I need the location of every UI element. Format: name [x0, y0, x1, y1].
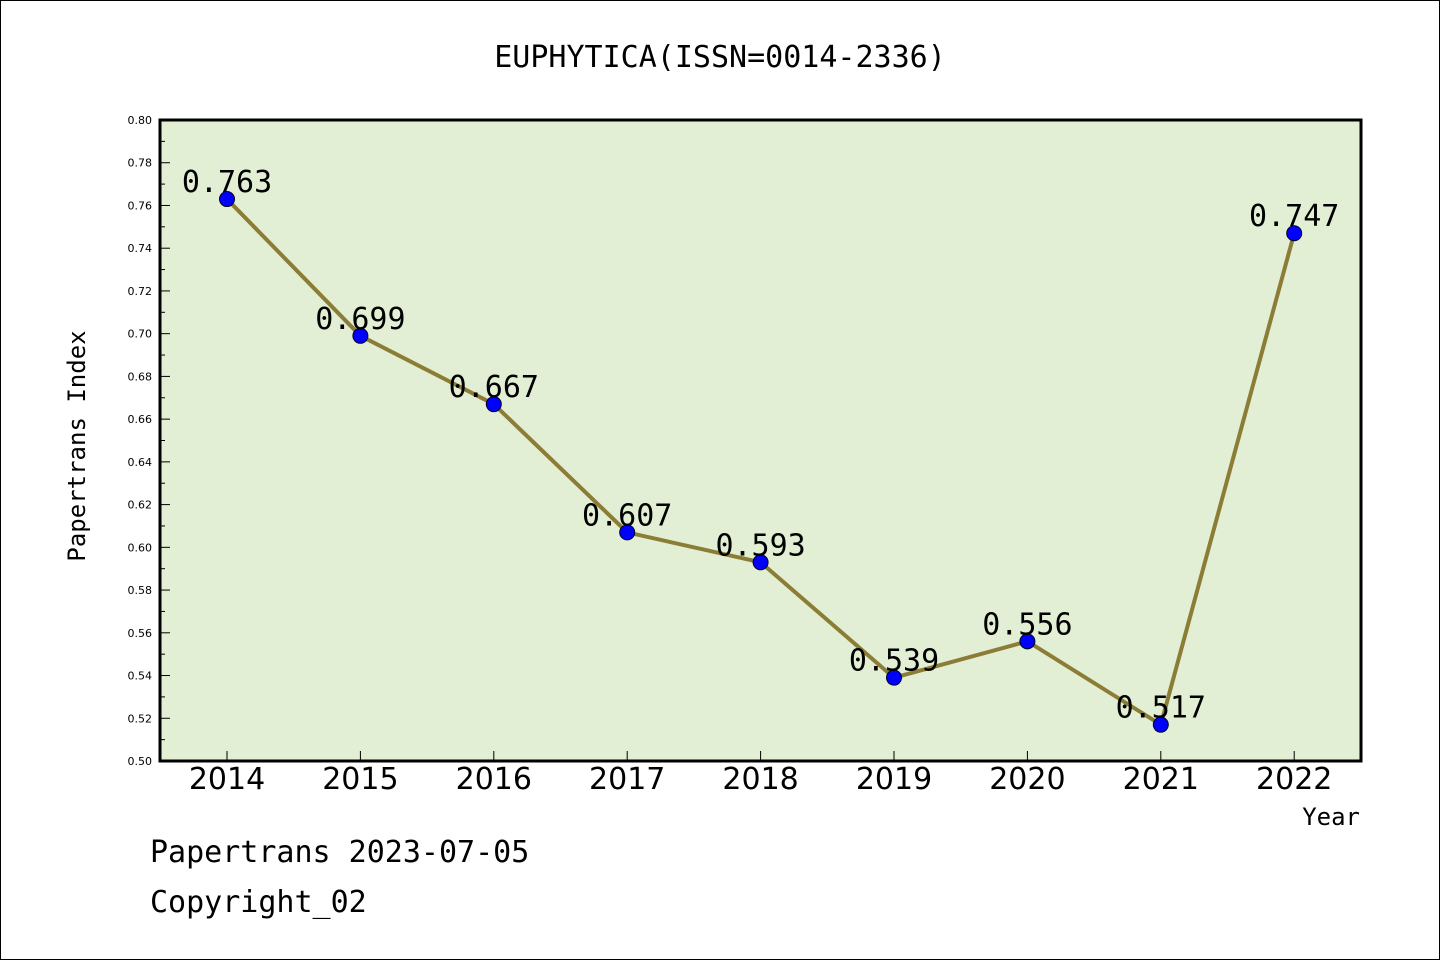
y-tick-label: 0.54 — [128, 670, 153, 683]
source-date-text: Papertrans 2023-07-05 — [150, 835, 530, 870]
data-label: 0.593 — [715, 528, 805, 563]
data-point — [485, 396, 502, 413]
data-label: 0.517 — [1116, 691, 1206, 726]
data-label: 0.747 — [1249, 199, 1339, 234]
data-label: 0.607 — [582, 498, 672, 533]
x-axis-title: Year — [1302, 803, 1360, 831]
y-tick-label: 0.58 — [128, 584, 153, 597]
data-point — [1019, 633, 1036, 650]
x-tick-label: 2022 — [1256, 762, 1332, 797]
data-point — [219, 191, 235, 208]
y-tick-label: 0.80 — [128, 114, 153, 127]
x-tick-label: 2021 — [1123, 762, 1199, 797]
x-tick-label: 2016 — [456, 762, 532, 797]
data-point — [1286, 225, 1303, 242]
x-tick-label: 2018 — [722, 762, 798, 797]
data-point — [752, 554, 769, 571]
x-tick-label: 2019 — [856, 762, 932, 797]
data-label: 0.763 — [182, 165, 272, 200]
y-tick-label: 0.70 — [128, 328, 153, 341]
y-tick-label: 0.72 — [128, 285, 153, 298]
data-label: 0.539 — [849, 644, 939, 679]
x-tick-label: 2020 — [989, 762, 1065, 797]
y-tick-label: 0.74 — [128, 242, 153, 255]
y-tick-label: 0.66 — [128, 413, 153, 426]
x-tick-label: 2017 — [589, 762, 665, 797]
plot-area — [158, 118, 1363, 763]
y-tick-label: 0.64 — [128, 456, 153, 469]
y-tick-label: 0.50 — [128, 755, 153, 768]
y-tick-label: 0.78 — [128, 157, 153, 170]
y-tick-label: 0.68 — [128, 370, 153, 383]
data-label-layer: 0.763 0.699 0.667 0.607 0.593 0.539 0.556 0.517… — [182, 165, 1340, 726]
data-label: 0.699 — [315, 302, 405, 337]
x-axis: 2014 2015 2016 2017 2018 2019 2020 2021 2022 — [189, 751, 1332, 797]
x-tick-label: 2015 — [322, 762, 398, 797]
data-label: 0.667 — [449, 370, 539, 405]
y-axis-title: Papertrans Index — [63, 330, 91, 561]
y-axis: 0.50 0.52 0.54 0.56 0.58 0.60 0.62 0.64 0.66 0.68… — [128, 114, 170, 768]
copyright-text: Copyright_02 — [150, 885, 367, 920]
y-tick-label: 0.60 — [128, 541, 153, 554]
y-tick-label: 0.62 — [128, 499, 153, 512]
y-tick-label: 0.56 — [128, 627, 153, 640]
data-point — [1152, 716, 1169, 733]
data-point — [352, 327, 369, 344]
y-tick-label: 0.76 — [128, 199, 153, 212]
data-point — [619, 524, 636, 541]
chart-title: EUPHYTICA(ISSN=0014-2336) — [494, 40, 946, 75]
data-point — [886, 669, 902, 686]
y-tick-label: 0.52 — [128, 712, 153, 725]
data-label: 0.556 — [982, 607, 1072, 642]
x-tick-label: 2014 — [189, 762, 265, 797]
series-layer — [219, 191, 1303, 733]
